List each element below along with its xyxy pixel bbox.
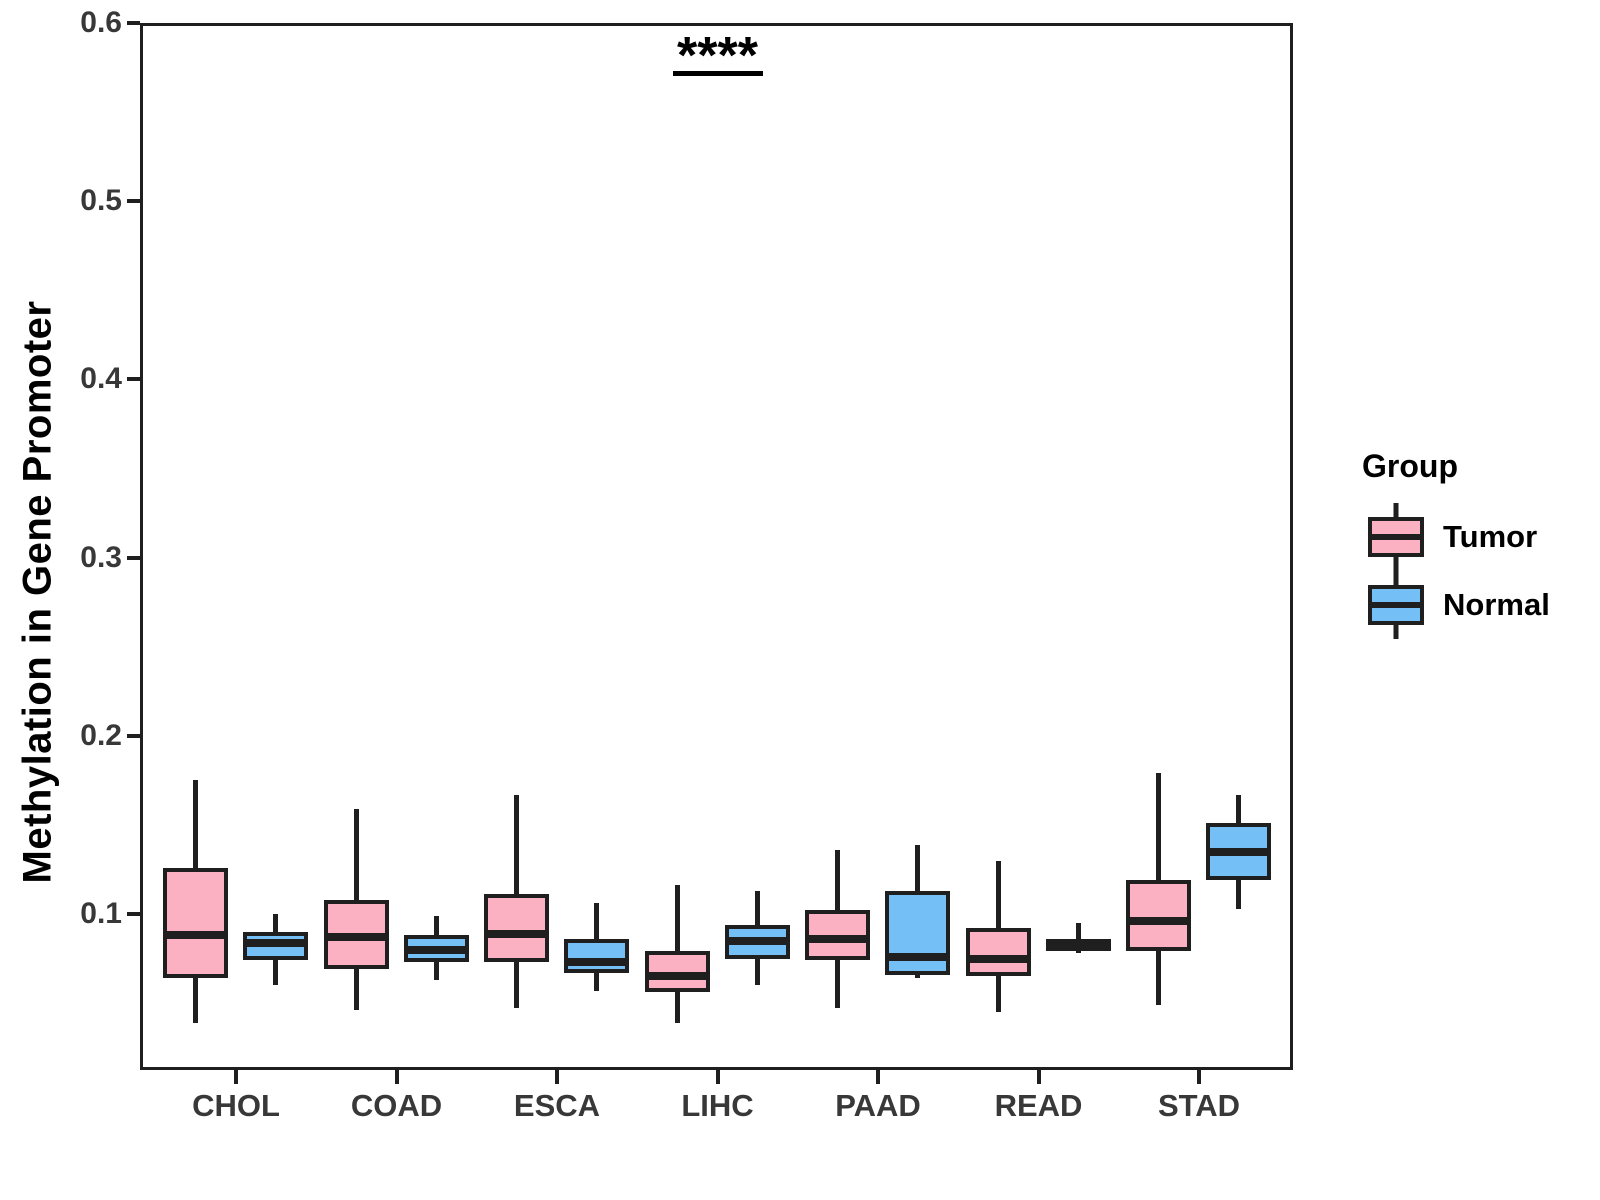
x-tick-label: ESCA (513, 1088, 601, 1123)
x-tick-mark (715, 1070, 720, 1084)
x-tick-mark (234, 1070, 238, 1084)
median-tumor-PAAD (805, 934, 870, 943)
median-normal-ESCA (564, 958, 629, 967)
y-tick-label: 0.3 (80, 540, 122, 574)
x-tick-mark (394, 1070, 399, 1084)
y-tick-mark (127, 377, 140, 382)
legend-title: Group (1362, 448, 1458, 484)
median-tumor-READ (965, 954, 1031, 963)
median-normal-LIHC (724, 936, 790, 945)
x-tick-label: PAAD (835, 1088, 921, 1123)
median-tumor-ESCA (484, 929, 549, 938)
x-tick-mark (1036, 1070, 1041, 1084)
x-tick-label: CHOL (192, 1088, 280, 1123)
y-tick-mark (127, 912, 140, 916)
y-tick-mark (127, 555, 140, 560)
y-tick-label: 0.4 (80, 362, 122, 396)
median-tumor-COAD (323, 933, 389, 942)
x-tick-mark (1197, 1070, 1201, 1084)
box-tumor-LIHC (644, 951, 710, 993)
y-tick-label: 0.5 (80, 184, 122, 218)
legend-label-normal: Normal (1443, 587, 1550, 622)
x-tick-label: COAD (350, 1088, 443, 1123)
median-normal-CHOL (243, 938, 308, 947)
x-tick-mark (876, 1070, 880, 1084)
whisker-normal-READ (1075, 922, 1081, 954)
significance-stars: **** (677, 26, 758, 85)
legend-key-part (1368, 534, 1424, 540)
plot-panel (140, 23, 1293, 1070)
y-tick-label: 0.1 (80, 897, 122, 930)
x-tick-label: LIHC (681, 1088, 754, 1123)
median-tumor-STAD (1126, 917, 1191, 926)
box-tumor-STAD (1126, 880, 1191, 952)
y-tick-label: 0.2 (80, 718, 122, 752)
legend-key-normal (1363, 565, 1429, 645)
x-tick-label: STAD (1157, 1088, 1241, 1123)
significance-bar (672, 70, 763, 76)
median-tumor-CHOL (163, 931, 228, 940)
y-tick-label: 0.6 (80, 6, 122, 39)
median-normal-STAD (1206, 847, 1271, 856)
x-tick-label: READ (994, 1088, 1083, 1123)
y-tick-mark (127, 733, 140, 738)
median-tumor-LIHC (644, 972, 710, 981)
median-normal-PAAD (885, 952, 950, 961)
x-tick-mark (555, 1070, 559, 1084)
legend-label-tumor: Tumor (1443, 519, 1538, 554)
box-tumor-CHOL (163, 867, 228, 979)
legend-key-tumor (1363, 497, 1429, 577)
y-tick-mark (127, 21, 140, 25)
box-normal-ESCA (564, 938, 629, 973)
median-normal-COAD (403, 945, 469, 954)
box-tumor-ESCA (484, 894, 549, 963)
median-normal-READ (1045, 942, 1111, 951)
y-tick-mark (127, 199, 140, 204)
box-tumor-READ (965, 928, 1031, 977)
box-normal-PAAD (885, 890, 950, 975)
legend-key-part (1368, 602, 1424, 608)
